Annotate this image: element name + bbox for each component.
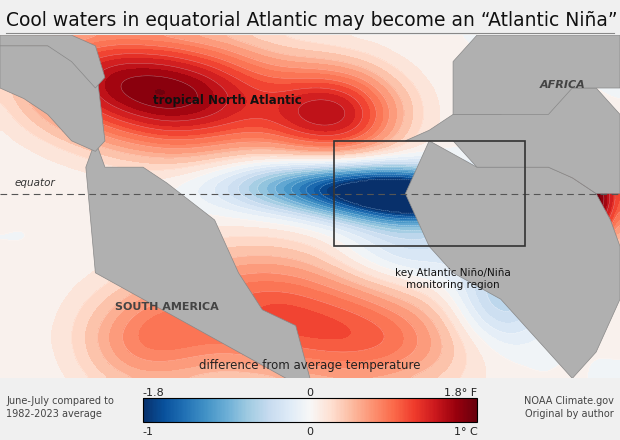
Text: SOUTH AMERICA: SOUTH AMERICA	[115, 302, 219, 312]
Text: AFRICA: AFRICA	[540, 80, 586, 90]
Text: 0: 0	[306, 427, 314, 437]
Polygon shape	[405, 141, 620, 378]
Text: Cool waters in equatorial Atlantic may become an “Atlantic Niña” event: Cool waters in equatorial Atlantic may b…	[6, 11, 620, 30]
Text: 1° C: 1° C	[454, 427, 477, 437]
Text: June-July compared to
1982-2023 average: June-July compared to 1982-2023 average	[6, 396, 114, 419]
Text: 1.8° F: 1.8° F	[445, 388, 477, 398]
Text: -1: -1	[143, 427, 154, 437]
Polygon shape	[405, 88, 620, 194]
Text: equator: equator	[14, 178, 55, 188]
Text: difference from average temperature: difference from average temperature	[199, 359, 421, 372]
Text: 0: 0	[306, 388, 314, 398]
Text: tropical North Atlantic: tropical North Atlantic	[153, 94, 301, 107]
Bar	[334, 141, 525, 246]
Text: -1.8: -1.8	[143, 388, 164, 398]
Polygon shape	[0, 35, 105, 88]
Polygon shape	[453, 35, 620, 114]
Polygon shape	[86, 141, 310, 378]
Polygon shape	[0, 46, 105, 151]
Text: NOAA Climate.gov
Original by author: NOAA Climate.gov Original by author	[524, 396, 614, 419]
Text: key Atlantic Niño/Niña
monitoring region: key Atlantic Niño/Niña monitoring region	[395, 268, 511, 290]
